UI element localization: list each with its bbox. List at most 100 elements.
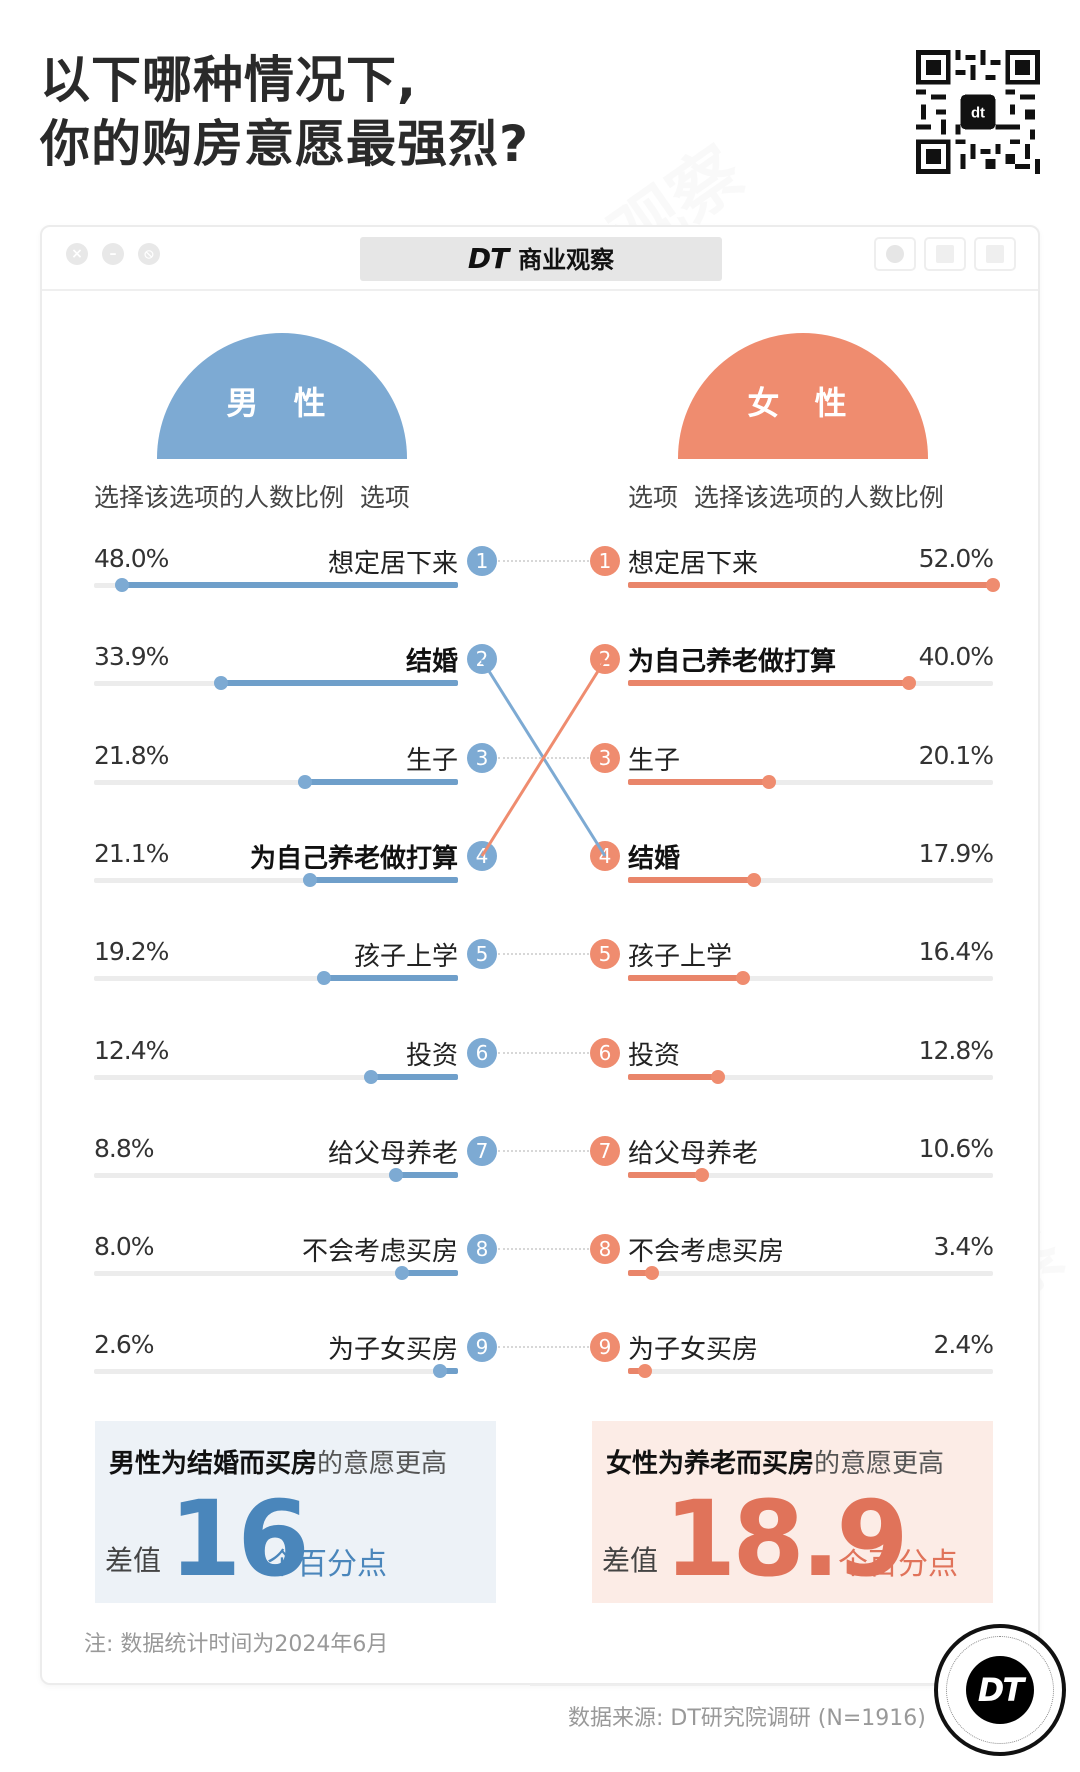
dt-logo: DT <box>467 242 509 275</box>
title-line-1: 以下哪种情况下, <box>40 51 417 109</box>
male-percent: 2.6% <box>94 1330 155 1360</box>
male-diff-value: 16 <box>169 1478 310 1600</box>
female-bar-dot <box>986 578 1000 592</box>
female-bar-track <box>628 1172 993 1178</box>
male-summary-title-rest: 的意愿更高 <box>317 1449 448 1479</box>
female-bar-track <box>628 877 993 883</box>
male-rank-badge: 4 <box>467 840 497 871</box>
female-bar-track <box>628 779 993 785</box>
male-percent: 21.1% <box>94 838 169 868</box>
male-option-label: 给父母养老 <box>327 1138 458 1169</box>
rank-connector <box>498 953 589 956</box>
data-source: 数据来源: DT研究院调研 (N=1916) <box>568 1706 926 1731</box>
male-percent: 12.4% <box>94 1035 169 1065</box>
window-header: × – ⦸ DT 商业观察 <box>42 227 1038 291</box>
female-option-label: 想定居下来 <box>628 549 759 579</box>
female-bar <box>628 582 993 588</box>
female-bar-track <box>628 976 993 982</box>
female-bar <box>628 1270 652 1277</box>
female-bar-dot <box>746 872 761 887</box>
male-diff-label: 差值 <box>105 1544 162 1577</box>
female-summary-title: 女性为养老而买房的意愿更高 <box>606 1443 944 1480</box>
male-bar-track <box>94 976 458 982</box>
female-bar <box>628 975 744 982</box>
share-button[interactable] <box>924 237 966 271</box>
copy-button[interactable] <box>974 237 1016 271</box>
close-icon[interactable]: × <box>66 243 88 265</box>
male-bar <box>371 1073 458 1080</box>
rank-connector <box>498 560 589 562</box>
male-bar-track <box>94 1074 458 1080</box>
disable-icon[interactable]: ⦸ <box>138 243 160 265</box>
female-rank-badge: 3 <box>590 742 620 773</box>
male-option-label: 想定居下来 <box>327 549 458 579</box>
male-bar-dot <box>115 578 129 592</box>
male-bar-dot <box>298 774 313 789</box>
rank-connector <box>498 1346 589 1349</box>
female-rank-badge: 6 <box>590 1037 620 1068</box>
svg-text:dt: dt <box>971 105 985 121</box>
male-option-label: 生子 <box>405 745 458 776</box>
male-bar <box>310 876 458 883</box>
minimize-icon[interactable]: – <box>102 243 124 265</box>
male-bar-dot <box>395 1266 409 1281</box>
male-bar <box>323 975 458 982</box>
female-rank-badge: 5 <box>590 939 620 970</box>
female-summary-title-rest: 的意愿更高 <box>814 1449 945 1479</box>
male-summary-title-bold: 男性为结婚而买房 <box>109 1449 318 1479</box>
window-title-bar: DT 商业观察 <box>360 237 722 281</box>
male-bar-track <box>94 1172 458 1178</box>
qr-code-icon[interactable]: dt <box>916 50 1040 174</box>
rank-connector <box>498 1149 589 1152</box>
male-bar-dot <box>364 1069 379 1084</box>
female-bar <box>628 876 754 883</box>
male-percent: 48.0% <box>94 544 169 573</box>
male-bar-dot <box>303 872 318 887</box>
female-percent: 20.1% <box>918 740 994 770</box>
male-bar <box>439 1368 458 1375</box>
female-summary-title-bold: 女性为养老而买房 <box>606 1449 815 1479</box>
female-option-label: 给父母养老 <box>628 1138 759 1169</box>
male-summary-box: 男性为结婚而买房的意愿更高 差值 16 个百分点 <box>95 1421 496 1603</box>
dt-badge: DT <box>934 1624 1066 1756</box>
female-bar <box>628 680 909 687</box>
share-icon <box>936 245 954 263</box>
male-bar-track <box>94 1271 458 1277</box>
male-bar-track <box>94 779 458 785</box>
copy-icon <box>986 245 1004 263</box>
female-option-label: 孩子上学 <box>628 942 733 973</box>
female-option-label: 不会考虑买房 <box>628 1237 785 1268</box>
female-percent: 52.0% <box>918 544 994 573</box>
female-option-label: 为子女买房 <box>628 1335 759 1366</box>
badge-ring <box>946 1636 1054 1744</box>
female-percent: 3.4% <box>933 1232 994 1262</box>
male-rank-badge: 3 <box>467 742 497 773</box>
female-diff-unit: 个百分点 <box>838 1547 958 1582</box>
female-bar-dot <box>736 971 751 986</box>
male-bar-track <box>94 877 458 883</box>
female-percent: 2.4% <box>933 1330 994 1360</box>
female-bar-dot <box>637 1364 652 1379</box>
male-option-label: 孩子上学 <box>353 942 458 973</box>
record-button[interactable] <box>874 237 916 271</box>
female-rank-badge: 7 <box>590 1135 620 1166</box>
male-summary-title: 男性为结婚而买房的意愿更高 <box>109 1443 447 1480</box>
female-percent: 16.4% <box>918 937 994 967</box>
female-diff-value: 18.9 <box>664 1478 909 1600</box>
male-diff-unit: 个百分点 <box>267 1547 387 1582</box>
male-percent: 33.9% <box>94 642 169 672</box>
female-bar-dot <box>710 1069 725 1084</box>
male-bar <box>220 680 458 687</box>
female-option-label: 结婚 <box>628 843 681 874</box>
female-percent: 10.6% <box>918 1133 994 1163</box>
female-percent: 40.0% <box>918 642 994 672</box>
source-tab <box>530 1684 950 1744</box>
record-icon <box>886 245 904 263</box>
female-bar-dot <box>695 1167 710 1182</box>
female-bar-dot <box>644 1266 659 1281</box>
male-percent: 21.8% <box>94 740 169 770</box>
page-title: 以下哪种情况下, 你的购房意愿最强烈? <box>40 48 529 176</box>
male-percent: 8.8% <box>94 1133 155 1163</box>
female-option-label: 为自己养老做打算 <box>628 647 837 678</box>
rank-connector <box>498 756 589 759</box>
